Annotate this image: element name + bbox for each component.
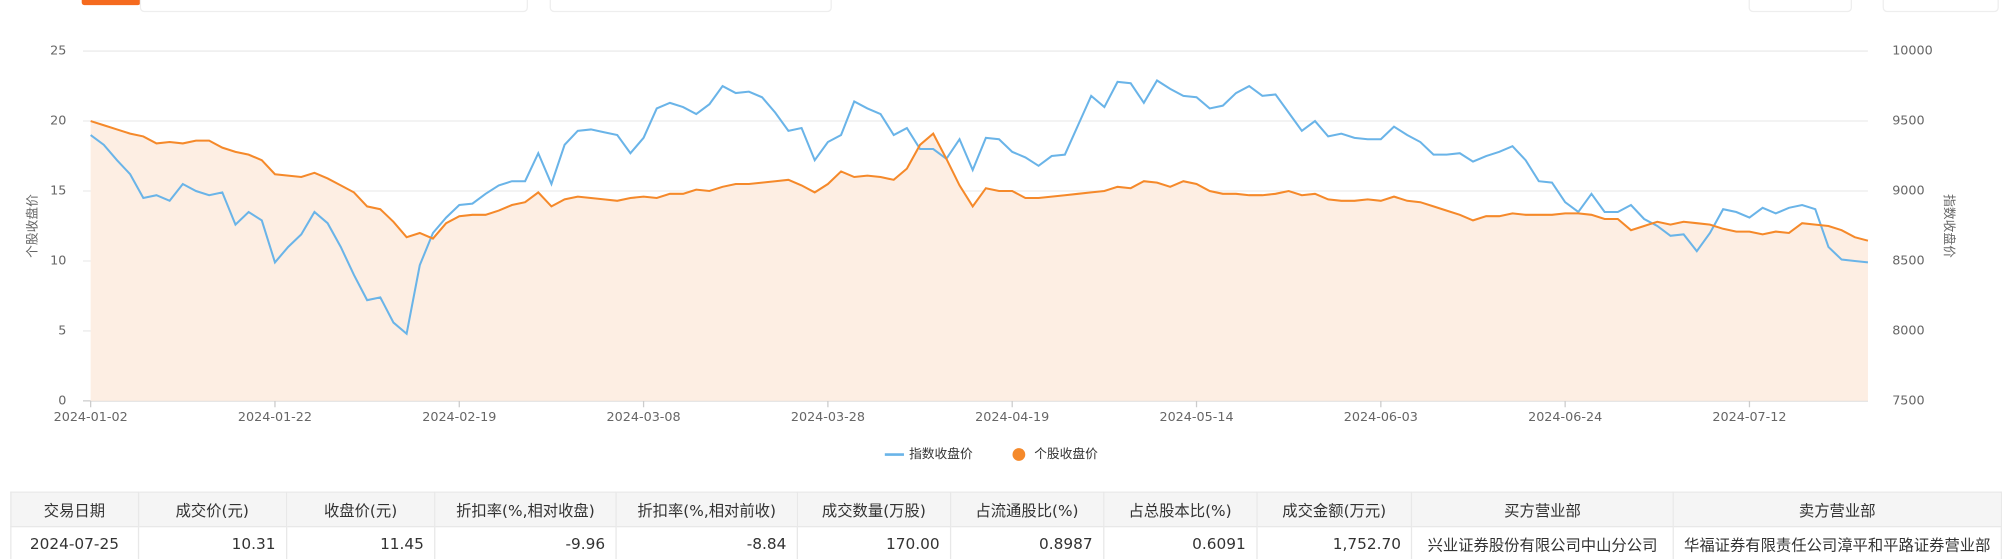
y-tick-label: 0 [58, 393, 66, 408]
x-tick-label: 2024-03-28 [791, 410, 865, 425]
x-tick-label: 2024-02-19 [422, 410, 496, 425]
table-cell: 11.45 [285, 526, 436, 559]
column-header: 成交金额(万元) [1255, 491, 1413, 528]
table-cell: 华福证券有限责任公司漳平和平路证券营业部 [1672, 526, 2002, 559]
x-tick-label: 2024-01-02 [54, 410, 128, 425]
table-cell: 170.00 [796, 526, 952, 559]
table-cell: 1,752.70 [1255, 526, 1413, 559]
y-tick-label: 20 [50, 114, 66, 129]
search-box[interactable] [139, 0, 528, 13]
table-cell: 0.6091 [1102, 526, 1258, 559]
legend-label: 指数收盘价 [909, 446, 973, 462]
column-header: 折扣率(%,相对收盘) [434, 491, 617, 528]
column-header: 折扣率(%,相对前收) [615, 491, 798, 528]
tool-button[interactable] [1882, 0, 1999, 13]
table-cell: 10.31 [137, 526, 288, 559]
table-cell: 兴业证券股份有限公司中山分公司 [1411, 526, 1674, 559]
column-header: 成交价(元) [137, 491, 288, 528]
x-tick-label: 2024-04-19 [975, 410, 1049, 425]
date-box[interactable] [549, 0, 832, 13]
column-header: 卖方营业部 [1672, 491, 2002, 528]
chart: 个股收盘价 指数收盘价 0 5 10 15 20 25 7500 8000 8500 9000 95… [25, 0, 1999, 462]
tab-button[interactable] [81, 0, 141, 6]
y-tick-label: 10 [50, 253, 66, 268]
y2-tick-label: 9000 [1892, 184, 1924, 199]
y2-tick-label: 9500 [1892, 114, 1924, 129]
x-tick-label: 2024-05-14 [1159, 410, 1233, 425]
y2-tick-label: 10000 [1892, 44, 1933, 59]
line [90, 79, 1869, 336]
column-header: 收盘价(元) [285, 491, 436, 528]
column-header: 买方营业部 [1411, 491, 1674, 528]
y2-axis-title: 指数收盘价 [1941, 194, 1957, 258]
x-tick-label: 2024-06-03 [1344, 410, 1418, 425]
legend-label: 个股收盘价 [1034, 446, 1098, 462]
header-row: 交易日期 成交价(元) 收盘价(元) 折扣率(%,相对收盘) 折扣率(%,相对前收) 成交… [10, 491, 2002, 528]
y-tick-label: 5 [58, 323, 66, 338]
area [90, 121, 1868, 401]
y-tick-label: 15 [50, 184, 66, 199]
column-header: 占流通股比(%) [949, 491, 1105, 528]
table-row: 2024-07-25 10.31 11.45 -9.96 -8.84 170.00 0.89… [10, 526, 2002, 559]
column-header: 成交数量(万股) [796, 491, 952, 528]
x-tick-label: 2024-07-12 [1712, 410, 1786, 425]
y2-tick-label: 8000 [1892, 323, 1924, 338]
column-header: 占总股本比(%) [1102, 491, 1258, 528]
data-table: 交易日期 成交价(元) 收盘价(元) 折扣率(%,相对收盘) 折扣率(%,相对前收) 成交… [10, 491, 2002, 559]
table-cell: 0.8987 [949, 526, 1105, 559]
y-axis-title: 个股收盘价 [25, 194, 41, 258]
y2-tick-label: 7500 [1892, 393, 1924, 408]
x-tick-label: 2024-01-22 [238, 410, 312, 425]
y2-tick-label: 8500 [1892, 253, 1924, 268]
y-tick-label: 25 [50, 44, 66, 59]
legend-swatch [1012, 448, 1026, 461]
table-cell: -9.96 [434, 526, 617, 559]
line [90, 120, 1869, 242]
x-tick-label: 2024-03-08 [607, 410, 681, 425]
tool-button[interactable] [1748, 0, 1852, 13]
column-header: 交易日期 [10, 491, 139, 528]
table-cell: 2024-07-25 [10, 526, 139, 559]
table-cell: -8.84 [615, 526, 798, 559]
x-tick-label: 2024-06-24 [1528, 410, 1602, 425]
